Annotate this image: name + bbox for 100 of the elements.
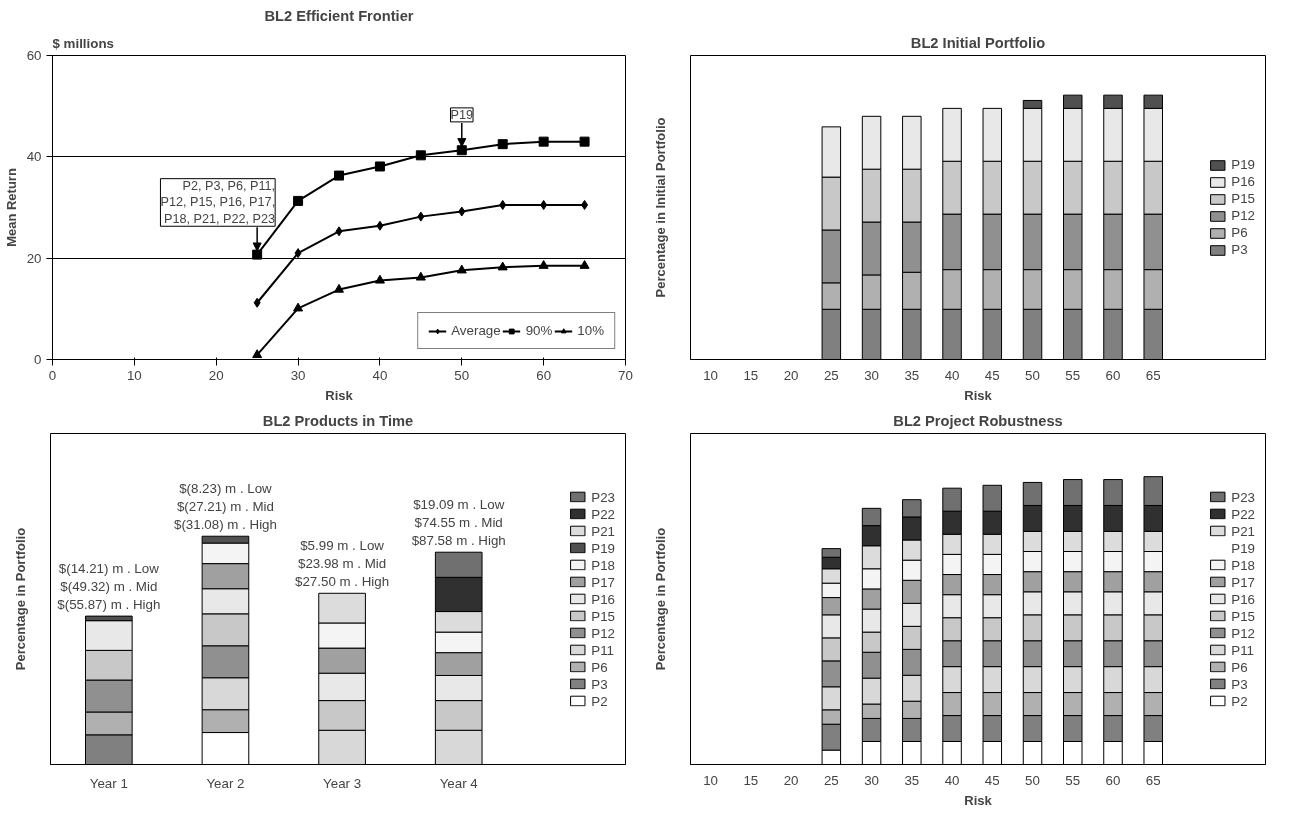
legend-label: P16 <box>591 591 615 606</box>
y-tick-label: 20 <box>26 250 42 266</box>
y-tick-label: 60 <box>26 48 42 63</box>
x-tick-label: 60 <box>536 367 552 383</box>
chart-title: BL2 Products in Time <box>262 412 414 429</box>
point <box>540 199 548 210</box>
point <box>538 136 549 147</box>
legend-label: P17 <box>1231 574 1255 589</box>
x-tick-label: 20 <box>208 367 224 383</box>
x-tick-label: 40 <box>944 367 960 383</box>
x-tick-label: 10 <box>703 772 719 788</box>
x-tick-label: 50 <box>1025 772 1040 788</box>
annotation: $5.99 m . Low $23.98 m . Mid $27.50 m . High <box>295 538 390 590</box>
text: $ millions <box>52 35 114 51</box>
legend-label: P6 <box>1231 659 1249 674</box>
legend-label: P11 <box>591 642 615 657</box>
legend-label: P2 <box>591 693 609 708</box>
legend-label: P22 <box>1231 506 1255 521</box>
chart-title: BL2 Project Robustness <box>893 412 1063 429</box>
point <box>456 264 467 274</box>
x-tick-label: 30 <box>290 367 306 383</box>
point <box>415 271 426 281</box>
legend-label: P16 <box>1231 591 1255 606</box>
x-tick-label: 35 <box>904 772 920 788</box>
point <box>252 349 263 359</box>
x-tick-label: 70 <box>618 367 633 383</box>
x-tick-label: 0 <box>48 367 57 383</box>
legend-label: P21 <box>591 523 615 538</box>
y-axis-title: Mean Return <box>3 168 19 247</box>
point <box>579 260 590 269</box>
legend-label: P15 <box>591 608 615 623</box>
x-tick-label: 20 <box>783 367 799 383</box>
x-tick-label: 40 <box>944 772 960 788</box>
x-tick-label: 25 <box>823 772 839 788</box>
x-tick-label: 30 <box>864 367 879 383</box>
legend-label: P23 <box>591 489 615 504</box>
x-tick-label: Year 3 <box>323 775 362 791</box>
legend-label: P3 <box>591 676 609 691</box>
point <box>252 249 263 260</box>
annotation: $(8.23) m . Low $(27.21) m . Mid $(31.08) m . High <box>173 481 277 533</box>
legend-label: P3 <box>1231 242 1249 257</box>
point <box>374 161 385 172</box>
legend-label: P18 <box>1231 557 1255 572</box>
x-tick-label: Year 2 <box>206 775 245 791</box>
point <box>458 206 466 217</box>
annotation: $(14.21) m . Low $(49.32) m . Mid $(55.87) m . High <box>57 561 161 613</box>
x-tick-label: 10 <box>703 367 719 383</box>
y-tick-label: 40 <box>26 149 42 165</box>
legend-label: P6 <box>1231 225 1249 240</box>
x-tick-label: 30 <box>864 772 879 788</box>
legend-label: 90% <box>525 323 553 338</box>
x-tick-label: 60 <box>1105 367 1121 383</box>
point <box>538 260 549 269</box>
point <box>417 211 425 222</box>
y-axis-title: Percentage in Portfolio <box>12 527 28 671</box>
point <box>415 150 426 161</box>
legend-label: P22 <box>591 506 615 521</box>
x-tick-label: 35 <box>904 367 920 383</box>
x-axis-title: Risk <box>964 387 993 403</box>
legend-label: P6 <box>591 659 609 674</box>
x-tick-label: 40 <box>372 367 388 383</box>
point <box>374 274 385 284</box>
x-tick-label: 50 <box>454 367 470 383</box>
legend-label: P19 <box>591 540 615 555</box>
x-tick-label: Year 1 <box>89 775 128 791</box>
x-tick-label: 65 <box>1145 772 1161 788</box>
point <box>376 220 384 231</box>
point <box>499 199 507 210</box>
point <box>293 195 304 206</box>
x-tick-label: 55 <box>1065 772 1081 788</box>
legend-label: P2 <box>1231 693 1249 708</box>
point <box>497 261 508 271</box>
legend-label: P16 <box>1231 174 1255 189</box>
chart-title: BL2 Initial Portfolio <box>910 34 1046 51</box>
point <box>253 297 261 308</box>
legend-label: P18 <box>591 557 615 572</box>
x-tick-label: 45 <box>984 367 1000 383</box>
x-tick-label: 55 <box>1065 367 1081 383</box>
point <box>334 170 344 181</box>
point <box>497 139 508 150</box>
point <box>579 136 590 147</box>
x-axis-title: Risk <box>964 792 993 808</box>
x-tick-label: 50 <box>1025 367 1040 383</box>
x-tick-label: 20 <box>783 772 799 788</box>
x-tick-label: 25 <box>823 367 839 383</box>
legend-label: P15 <box>1231 191 1255 206</box>
y-axis-title: Percentage in Initial Portfolio <box>652 117 668 298</box>
point <box>293 302 304 312</box>
point <box>294 248 302 259</box>
legend-label: P21 <box>1231 523 1255 538</box>
legend-label: P19 <box>1231 157 1255 172</box>
legend-label: P12 <box>1231 208 1255 223</box>
legend-label: P12 <box>1231 625 1255 640</box>
chart-title: BL2 Efficient Frontier <box>264 7 414 24</box>
point <box>335 226 343 237</box>
point <box>334 283 344 293</box>
legend-label: 10% <box>577 323 604 338</box>
x-tick-label: 60 <box>1105 772 1121 788</box>
x-tick-label: 10 <box>126 367 142 383</box>
x-tick-label: 45 <box>984 772 1000 788</box>
